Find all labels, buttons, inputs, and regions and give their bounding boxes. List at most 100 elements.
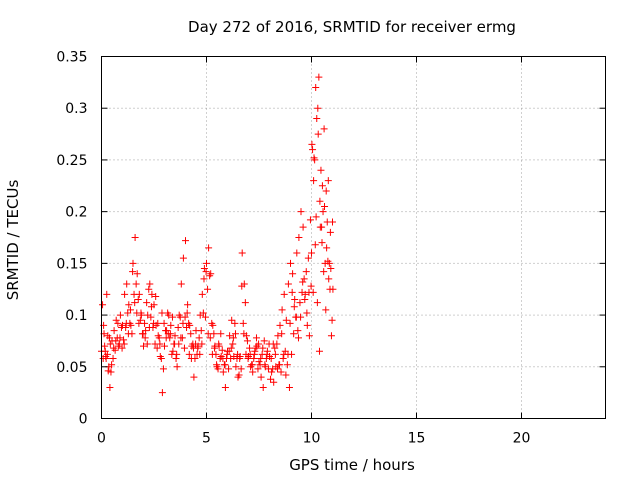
data-point [103,350,111,358]
data-point [255,358,263,366]
data-point [202,268,210,276]
data-point [291,296,299,304]
data-point [257,373,265,381]
data-point [213,361,221,369]
data-point [260,337,268,345]
data-point [131,234,139,241]
data-point [214,365,222,373]
data-point [129,259,137,267]
data-point [108,361,116,369]
data-points [98,73,337,397]
data-point [145,285,153,293]
data-point [244,355,252,363]
data-point [279,355,287,363]
data-point [206,334,214,342]
data-point [327,332,335,340]
data-point [290,330,298,338]
data-point [282,371,290,379]
data-point [278,330,286,338]
data-point [190,373,198,381]
data-point [229,334,237,342]
data-point [248,361,256,369]
data-point [154,319,162,327]
x-tick-label: 0 [97,431,106,447]
data-point [329,218,336,226]
data-point [267,355,275,363]
data-point [101,342,109,350]
data-point [177,280,185,288]
data-point [109,355,117,363]
axis-ticks: 0 5 10 15 20 0 0.05 0.1 0.15 0.2 0.25 0.3 0.35 [56,50,606,447]
data-point [311,241,319,249]
data-point [208,319,216,327]
data-point [177,334,185,342]
data-point [234,350,242,358]
data-point [99,355,107,363]
data-point [110,344,118,352]
data-point [293,249,301,257]
y-tick-label: 0.1 [65,308,87,324]
data-point [309,288,317,296]
data-point [228,316,236,324]
data-point [318,239,326,247]
data-point [310,154,318,162]
data-point [122,323,130,331]
x-tick-label: 10 [303,431,321,447]
data-point [316,197,324,205]
data-point [217,330,225,338]
data-point [235,371,243,379]
data-point [295,234,303,241]
data-point [116,334,124,342]
data-point [301,296,309,304]
data-point [246,344,254,352]
data-point [162,334,170,342]
data-point [290,303,298,311]
data-point [122,319,130,327]
data-point [284,280,292,288]
data-point [231,319,239,327]
data-point [270,378,278,386]
data-point [322,187,330,195]
data-point [198,290,206,298]
x-tick-label: 15 [408,431,426,447]
data-point [195,334,203,342]
data-point [313,299,321,307]
data-point [183,323,191,331]
data-point [314,130,322,138]
data-point [240,330,248,338]
data-point [300,275,308,283]
data-point [132,280,140,288]
data-point [271,344,279,352]
data-point [145,323,153,331]
data-point [182,237,189,245]
data-point [308,249,315,257]
data-point [201,313,209,321]
data-point [261,361,269,369]
data-point [120,340,128,348]
data-point [171,332,179,340]
data-point [185,350,193,358]
data-point [303,321,311,329]
data-point [274,332,282,340]
data-point [324,257,332,265]
data-point [317,166,325,174]
data-point [284,350,292,358]
data-point [204,330,212,338]
data-point [120,336,128,344]
data-point [299,223,307,231]
data-point [129,268,137,276]
data-point [227,344,235,352]
data-point [298,288,306,296]
data-point [200,265,208,273]
data-point [315,347,323,355]
data-point [323,244,331,252]
data-point [147,303,155,311]
data-point [241,299,249,307]
data-point [175,340,183,348]
data-point [296,299,304,307]
data-point [320,125,328,133]
data-point [309,146,317,154]
data-point [112,316,120,324]
data-point [173,363,181,371]
